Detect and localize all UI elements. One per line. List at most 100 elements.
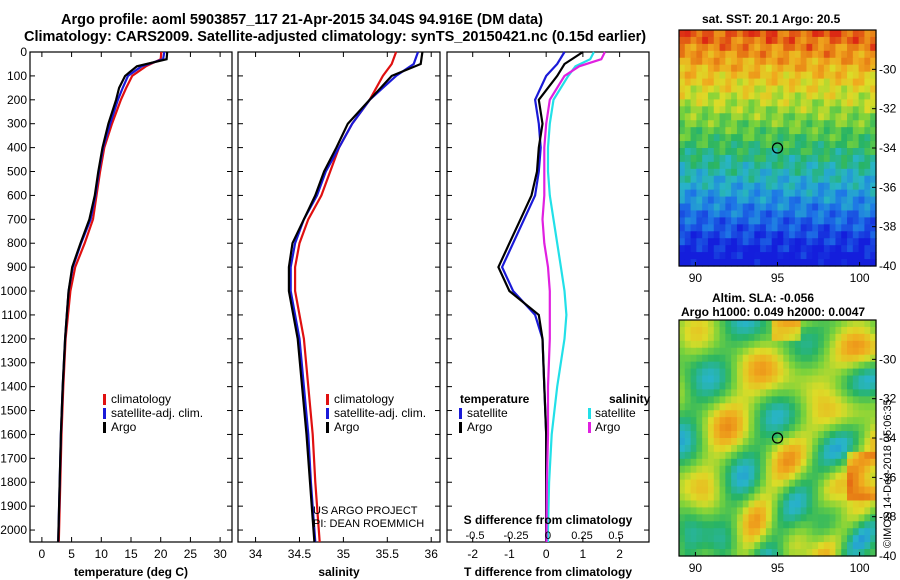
sla-map-cell — [696, 320, 703, 328]
sla-map-cell — [800, 361, 808, 370]
sst-map-cell — [679, 252, 686, 260]
sla-map-cell — [713, 375, 721, 384]
sla-map-cell — [841, 396, 848, 404]
sla-map-cell — [760, 340, 767, 349]
temperature-xtick-label: 5 — [68, 547, 75, 561]
sst-map-cell — [731, 259, 738, 267]
sst-map-cell — [864, 71, 871, 80]
sla-map-cell — [742, 417, 750, 425]
sst-map-cell — [870, 196, 877, 205]
sla-map-cell — [731, 438, 738, 446]
sst-map-cell — [702, 99, 709, 107]
sla-map-cell — [736, 417, 744, 425]
sst-map-cell — [742, 92, 750, 101]
sla-map-cell — [696, 493, 703, 502]
sst-map-cell — [765, 231, 773, 239]
sla-map-cell — [812, 535, 819, 543]
sla-map-cell — [823, 458, 831, 467]
depth-tick-label: 0 — [20, 45, 27, 59]
sst-map-cell — [841, 189, 848, 198]
sst-map-cell — [690, 231, 697, 239]
sst-map-cell — [794, 148, 802, 156]
sla-map-cell — [731, 479, 738, 488]
difference-series-salinity-argo — [541, 51, 606, 542]
sst-map-cell — [800, 161, 808, 170]
sst-map-cell — [719, 50, 726, 59]
sla-map-cell — [800, 431, 808, 439]
sla-map-cell — [684, 500, 692, 509]
sla-map-cell — [806, 514, 813, 522]
sst-map-cell — [870, 99, 877, 107]
sst-map-cell — [725, 196, 732, 205]
sst-map-cell — [818, 175, 825, 184]
sst-map-cell — [760, 36, 767, 45]
sla-map-cell — [690, 368, 697, 377]
sst-map-cell — [852, 50, 860, 59]
sla-map-cell — [864, 326, 871, 335]
sla-map-cell — [800, 486, 808, 495]
sst-map-cell — [765, 99, 773, 107]
sst-map-cell — [736, 106, 744, 114]
sst-map-cell — [690, 203, 697, 212]
sst-map-cell — [702, 182, 709, 191]
sla-map-cell — [725, 320, 732, 328]
sst-map-cell — [864, 134, 871, 142]
sla-map-cell — [771, 361, 779, 370]
sst-map-cell — [841, 217, 848, 225]
sst-map-cell — [748, 106, 755, 114]
sst-map-cell — [818, 64, 825, 73]
sst-map-cell — [812, 168, 819, 177]
sst-map-cell — [731, 224, 738, 232]
sla-map-cell — [731, 375, 738, 384]
sla-map-cell — [835, 528, 842, 536]
sla-map-cell — [684, 340, 692, 349]
sst-map-cell — [794, 50, 802, 59]
sla-map-cell — [783, 326, 790, 335]
sst-map-cell — [765, 36, 773, 45]
sst-map-cell — [829, 127, 837, 135]
sla-map-cell — [754, 410, 761, 418]
sst-map-cell — [823, 106, 831, 114]
sst-map-cell — [742, 99, 750, 107]
sst-map-cell — [696, 30, 703, 38]
sst-map-cell — [829, 231, 837, 239]
sst-map-cell — [789, 245, 796, 253]
sla-map-cell — [679, 340, 686, 349]
sst-map-cell — [725, 154, 732, 163]
sla-map-cell — [765, 507, 773, 515]
sst-map-cell — [736, 224, 744, 232]
sst-map-cell — [765, 57, 773, 66]
sla-map-cell — [754, 417, 761, 425]
sst-map-title: sat. SST: 20.1 Argo: 20.5 — [702, 12, 841, 26]
sla-map-cell — [806, 444, 813, 453]
sla-map-cell — [736, 438, 744, 446]
sst-map-cell — [829, 64, 837, 73]
sla-map-cell — [725, 417, 732, 425]
sla-map-cell — [847, 500, 854, 509]
sst-map-cell — [852, 168, 860, 177]
diff-legend-swatch — [459, 422, 462, 433]
sst-map-cell — [835, 148, 842, 156]
sla-map-cell — [690, 424, 697, 432]
sst-map-cell — [800, 50, 808, 59]
sst-map-cell — [812, 252, 819, 260]
sla-map-cell — [835, 361, 842, 370]
sla-map-cell — [806, 493, 813, 502]
sla-map-cell — [702, 340, 709, 349]
sst-map-cell — [748, 141, 755, 149]
sst-map-cell — [789, 36, 796, 45]
sst-map-cell — [754, 189, 761, 198]
sst-map-cell — [754, 92, 761, 101]
sst-map-cell — [684, 175, 692, 184]
sla-map-cell — [794, 549, 802, 557]
sst-map-cell — [852, 154, 860, 163]
sst-map-cell — [760, 154, 767, 163]
sla-map-cell — [829, 375, 837, 384]
sst-map-cell — [777, 245, 784, 253]
sst-map-cell — [823, 154, 831, 163]
sst-map-cell — [812, 71, 819, 80]
sla-map-cell — [679, 535, 686, 543]
sst-map-cell — [725, 78, 732, 87]
sst-map-cell — [736, 182, 744, 191]
sst-map-cell — [777, 99, 784, 107]
